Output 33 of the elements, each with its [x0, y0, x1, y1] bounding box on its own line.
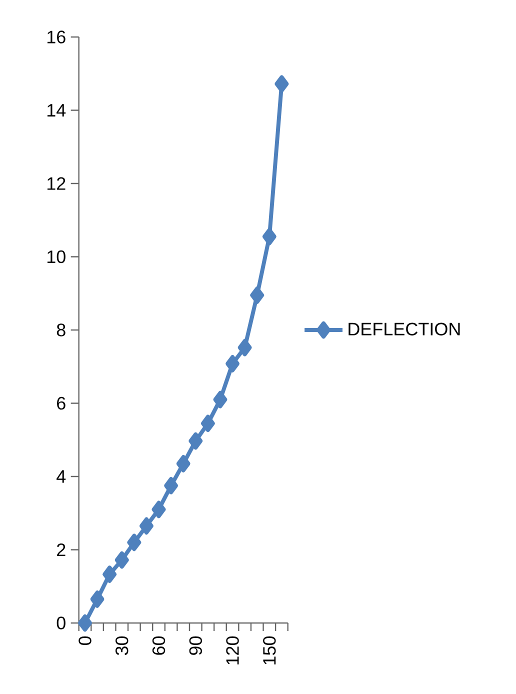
y-tick-label: 2: [57, 543, 66, 556]
point: [152, 500, 166, 518]
point: [164, 476, 178, 494]
point: [262, 228, 276, 246]
point: [274, 75, 289, 93]
y-tick-label: 4: [56, 470, 66, 483]
point: [127, 534, 142, 552]
x-tick-label: 120: [226, 636, 239, 664]
x-tick-label: 150: [263, 636, 276, 664]
point: [102, 566, 117, 583]
point: [250, 286, 264, 304]
point: [139, 517, 154, 535]
y-tick-label: 14: [48, 104, 66, 116]
point: [78, 614, 92, 632]
point: [90, 590, 104, 608]
x-tick-label: 0: [78, 636, 92, 646]
point: [226, 355, 240, 372]
y-tick-label: 8: [56, 324, 66, 336]
y-tick-label: 16: [48, 30, 66, 44]
y-tick-label: 0: [56, 616, 66, 630]
x-tick-label: 60: [152, 636, 166, 655]
y-tick-label: 6: [57, 396, 66, 410]
legend-label: DEFLECTION: [348, 322, 460, 336]
y-tick-label: 12: [48, 177, 66, 190]
point: [188, 432, 203, 450]
point: [114, 551, 129, 569]
point: [213, 390, 228, 408]
point: [238, 338, 252, 356]
x-tick-label: 30: [116, 636, 128, 656]
x-tick-label: 90: [189, 636, 202, 655]
point: [176, 455, 190, 472]
y-tick-label: 10: [48, 250, 66, 264]
point: [200, 414, 215, 432]
